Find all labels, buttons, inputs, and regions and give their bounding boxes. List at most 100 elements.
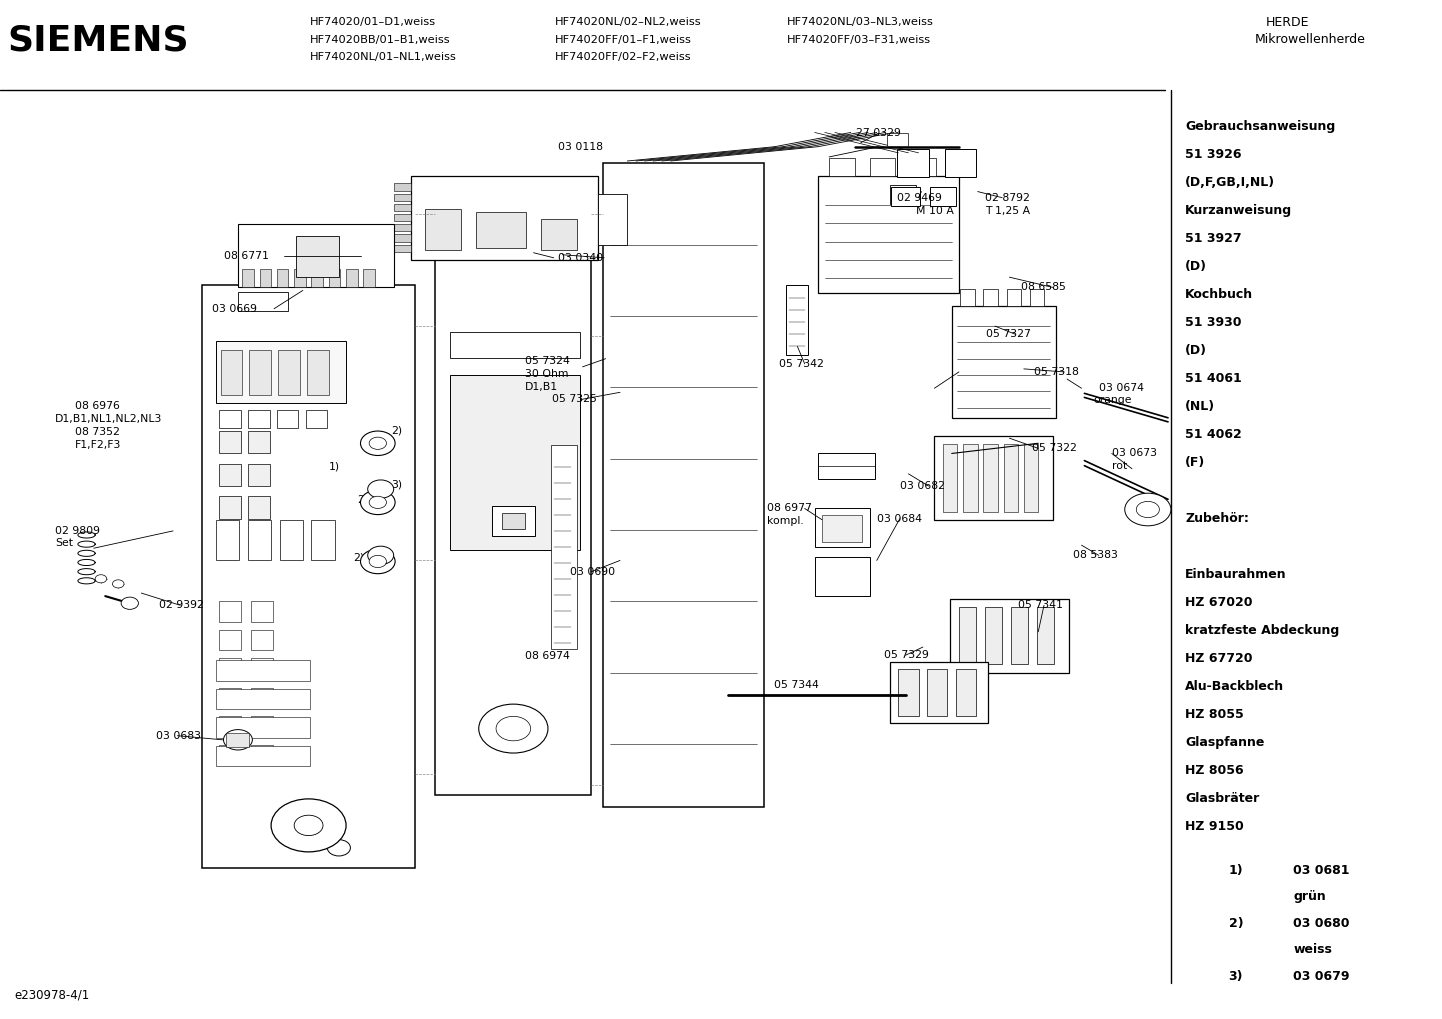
Text: F1,F2,F3: F1,F2,F3 — [75, 440, 121, 450]
Text: e230978-4/1: e230978-4/1 — [14, 988, 89, 1001]
Text: kratzfeste Abdeckung: kratzfeste Abdeckung — [1185, 625, 1340, 637]
FancyBboxPatch shape — [829, 158, 855, 176]
Text: Mikrowellenherde: Mikrowellenherde — [1255, 34, 1366, 46]
FancyBboxPatch shape — [551, 445, 577, 649]
FancyBboxPatch shape — [238, 224, 394, 287]
FancyBboxPatch shape — [216, 717, 310, 738]
Text: 2): 2) — [358, 494, 369, 504]
FancyBboxPatch shape — [1030, 289, 1044, 306]
Text: 03 0118: 03 0118 — [558, 142, 603, 152]
FancyBboxPatch shape — [277, 269, 288, 287]
FancyBboxPatch shape — [945, 149, 976, 177]
Circle shape — [95, 575, 107, 583]
Text: 03 0681: 03 0681 — [1293, 864, 1350, 876]
Circle shape — [479, 704, 548, 753]
Text: 51 3926: 51 3926 — [1185, 148, 1242, 161]
Text: grün: grün — [1293, 891, 1327, 903]
Text: 1): 1) — [329, 462, 340, 472]
FancyBboxPatch shape — [476, 212, 526, 248]
FancyBboxPatch shape — [943, 444, 957, 512]
Text: HF74020/01–D1,weiss: HF74020/01–D1,weiss — [310, 17, 435, 28]
Text: Einbaurahmen: Einbaurahmen — [1185, 569, 1286, 581]
FancyBboxPatch shape — [394, 194, 411, 201]
Text: Glasbräter: Glasbräter — [1185, 793, 1259, 805]
Circle shape — [224, 730, 252, 750]
FancyBboxPatch shape — [910, 158, 936, 176]
FancyBboxPatch shape — [1007, 289, 1021, 306]
FancyBboxPatch shape — [248, 464, 270, 486]
Text: HZ 67720: HZ 67720 — [1185, 652, 1253, 665]
Text: 02 9809: 02 9809 — [55, 526, 99, 536]
FancyBboxPatch shape — [960, 289, 975, 306]
FancyBboxPatch shape — [311, 520, 335, 560]
Text: 03 0340: 03 0340 — [558, 253, 603, 263]
Text: 03 0680: 03 0680 — [1293, 917, 1350, 929]
FancyBboxPatch shape — [822, 515, 862, 542]
Text: HF74020FF/03–F31,weiss: HF74020FF/03–F31,weiss — [787, 35, 932, 45]
Circle shape — [368, 546, 394, 565]
Text: HERDE: HERDE — [1266, 16, 1309, 29]
FancyBboxPatch shape — [870, 158, 895, 176]
Text: HF74020BB/01–B1,weiss: HF74020BB/01–B1,weiss — [310, 35, 451, 45]
FancyBboxPatch shape — [248, 496, 270, 519]
Text: 27 0329: 27 0329 — [857, 128, 901, 139]
Text: (D): (D) — [1185, 344, 1207, 357]
FancyBboxPatch shape — [278, 350, 300, 395]
FancyBboxPatch shape — [492, 505, 535, 536]
Text: 2): 2) — [391, 425, 402, 435]
FancyBboxPatch shape — [985, 607, 1002, 664]
Circle shape — [1136, 501, 1159, 518]
FancyBboxPatch shape — [219, 658, 241, 679]
Text: 2): 2) — [1229, 917, 1243, 929]
Text: 02 8792: 02 8792 — [985, 193, 1030, 203]
FancyBboxPatch shape — [1024, 444, 1038, 512]
FancyBboxPatch shape — [815, 508, 870, 547]
Text: weiss: weiss — [1293, 944, 1332, 956]
Text: 08 6977: 08 6977 — [767, 503, 812, 514]
Text: 03 0679: 03 0679 — [1293, 970, 1350, 982]
Text: HZ 8055: HZ 8055 — [1185, 708, 1244, 721]
FancyBboxPatch shape — [950, 599, 1069, 673]
FancyBboxPatch shape — [1004, 444, 1018, 512]
Text: 1): 1) — [1229, 864, 1243, 876]
Text: D1,B1,NL1,NL2,NL3: D1,B1,NL1,NL2,NL3 — [55, 414, 162, 424]
FancyBboxPatch shape — [815, 557, 870, 596]
Text: Kurzanweisung: Kurzanweisung — [1185, 204, 1292, 217]
Text: 05 7342: 05 7342 — [779, 359, 823, 369]
FancyBboxPatch shape — [346, 269, 358, 287]
Text: 51 3927: 51 3927 — [1185, 232, 1242, 245]
FancyBboxPatch shape — [306, 410, 327, 428]
FancyBboxPatch shape — [219, 496, 241, 519]
Text: Alu-Backblech: Alu-Backblech — [1185, 681, 1285, 693]
FancyBboxPatch shape — [219, 601, 241, 622]
FancyBboxPatch shape — [219, 464, 241, 486]
Text: SIEMENS: SIEMENS — [7, 23, 189, 58]
Text: 05 7325: 05 7325 — [552, 394, 597, 405]
Text: 05 7327: 05 7327 — [986, 329, 1031, 339]
Text: 08 7352: 08 7352 — [75, 427, 120, 437]
FancyBboxPatch shape — [425, 209, 461, 250]
Text: 03 0682: 03 0682 — [900, 481, 945, 491]
FancyBboxPatch shape — [897, 149, 929, 177]
FancyBboxPatch shape — [363, 269, 375, 287]
Text: HZ 67020: HZ 67020 — [1185, 596, 1253, 609]
FancyBboxPatch shape — [251, 601, 273, 622]
Text: 3): 3) — [1229, 970, 1243, 982]
Text: 03 0674: 03 0674 — [1099, 383, 1144, 393]
Circle shape — [369, 437, 386, 449]
Text: 08 6771: 08 6771 — [224, 251, 268, 261]
Circle shape — [294, 815, 323, 836]
FancyBboxPatch shape — [963, 444, 978, 512]
Text: (F): (F) — [1185, 457, 1206, 469]
FancyBboxPatch shape — [502, 513, 525, 529]
Text: HF74020FF/02–F2,weiss: HF74020FF/02–F2,weiss — [555, 52, 692, 62]
FancyBboxPatch shape — [260, 269, 271, 287]
FancyBboxPatch shape — [394, 204, 411, 211]
Text: 05 7341: 05 7341 — [1018, 600, 1063, 610]
Circle shape — [1125, 493, 1171, 526]
FancyBboxPatch shape — [216, 660, 310, 681]
Text: 30 Ohm: 30 Ohm — [525, 369, 568, 379]
Text: orange: orange — [1093, 395, 1132, 406]
Text: 51 4061: 51 4061 — [1185, 372, 1242, 385]
Text: kompl.: kompl. — [767, 516, 803, 526]
